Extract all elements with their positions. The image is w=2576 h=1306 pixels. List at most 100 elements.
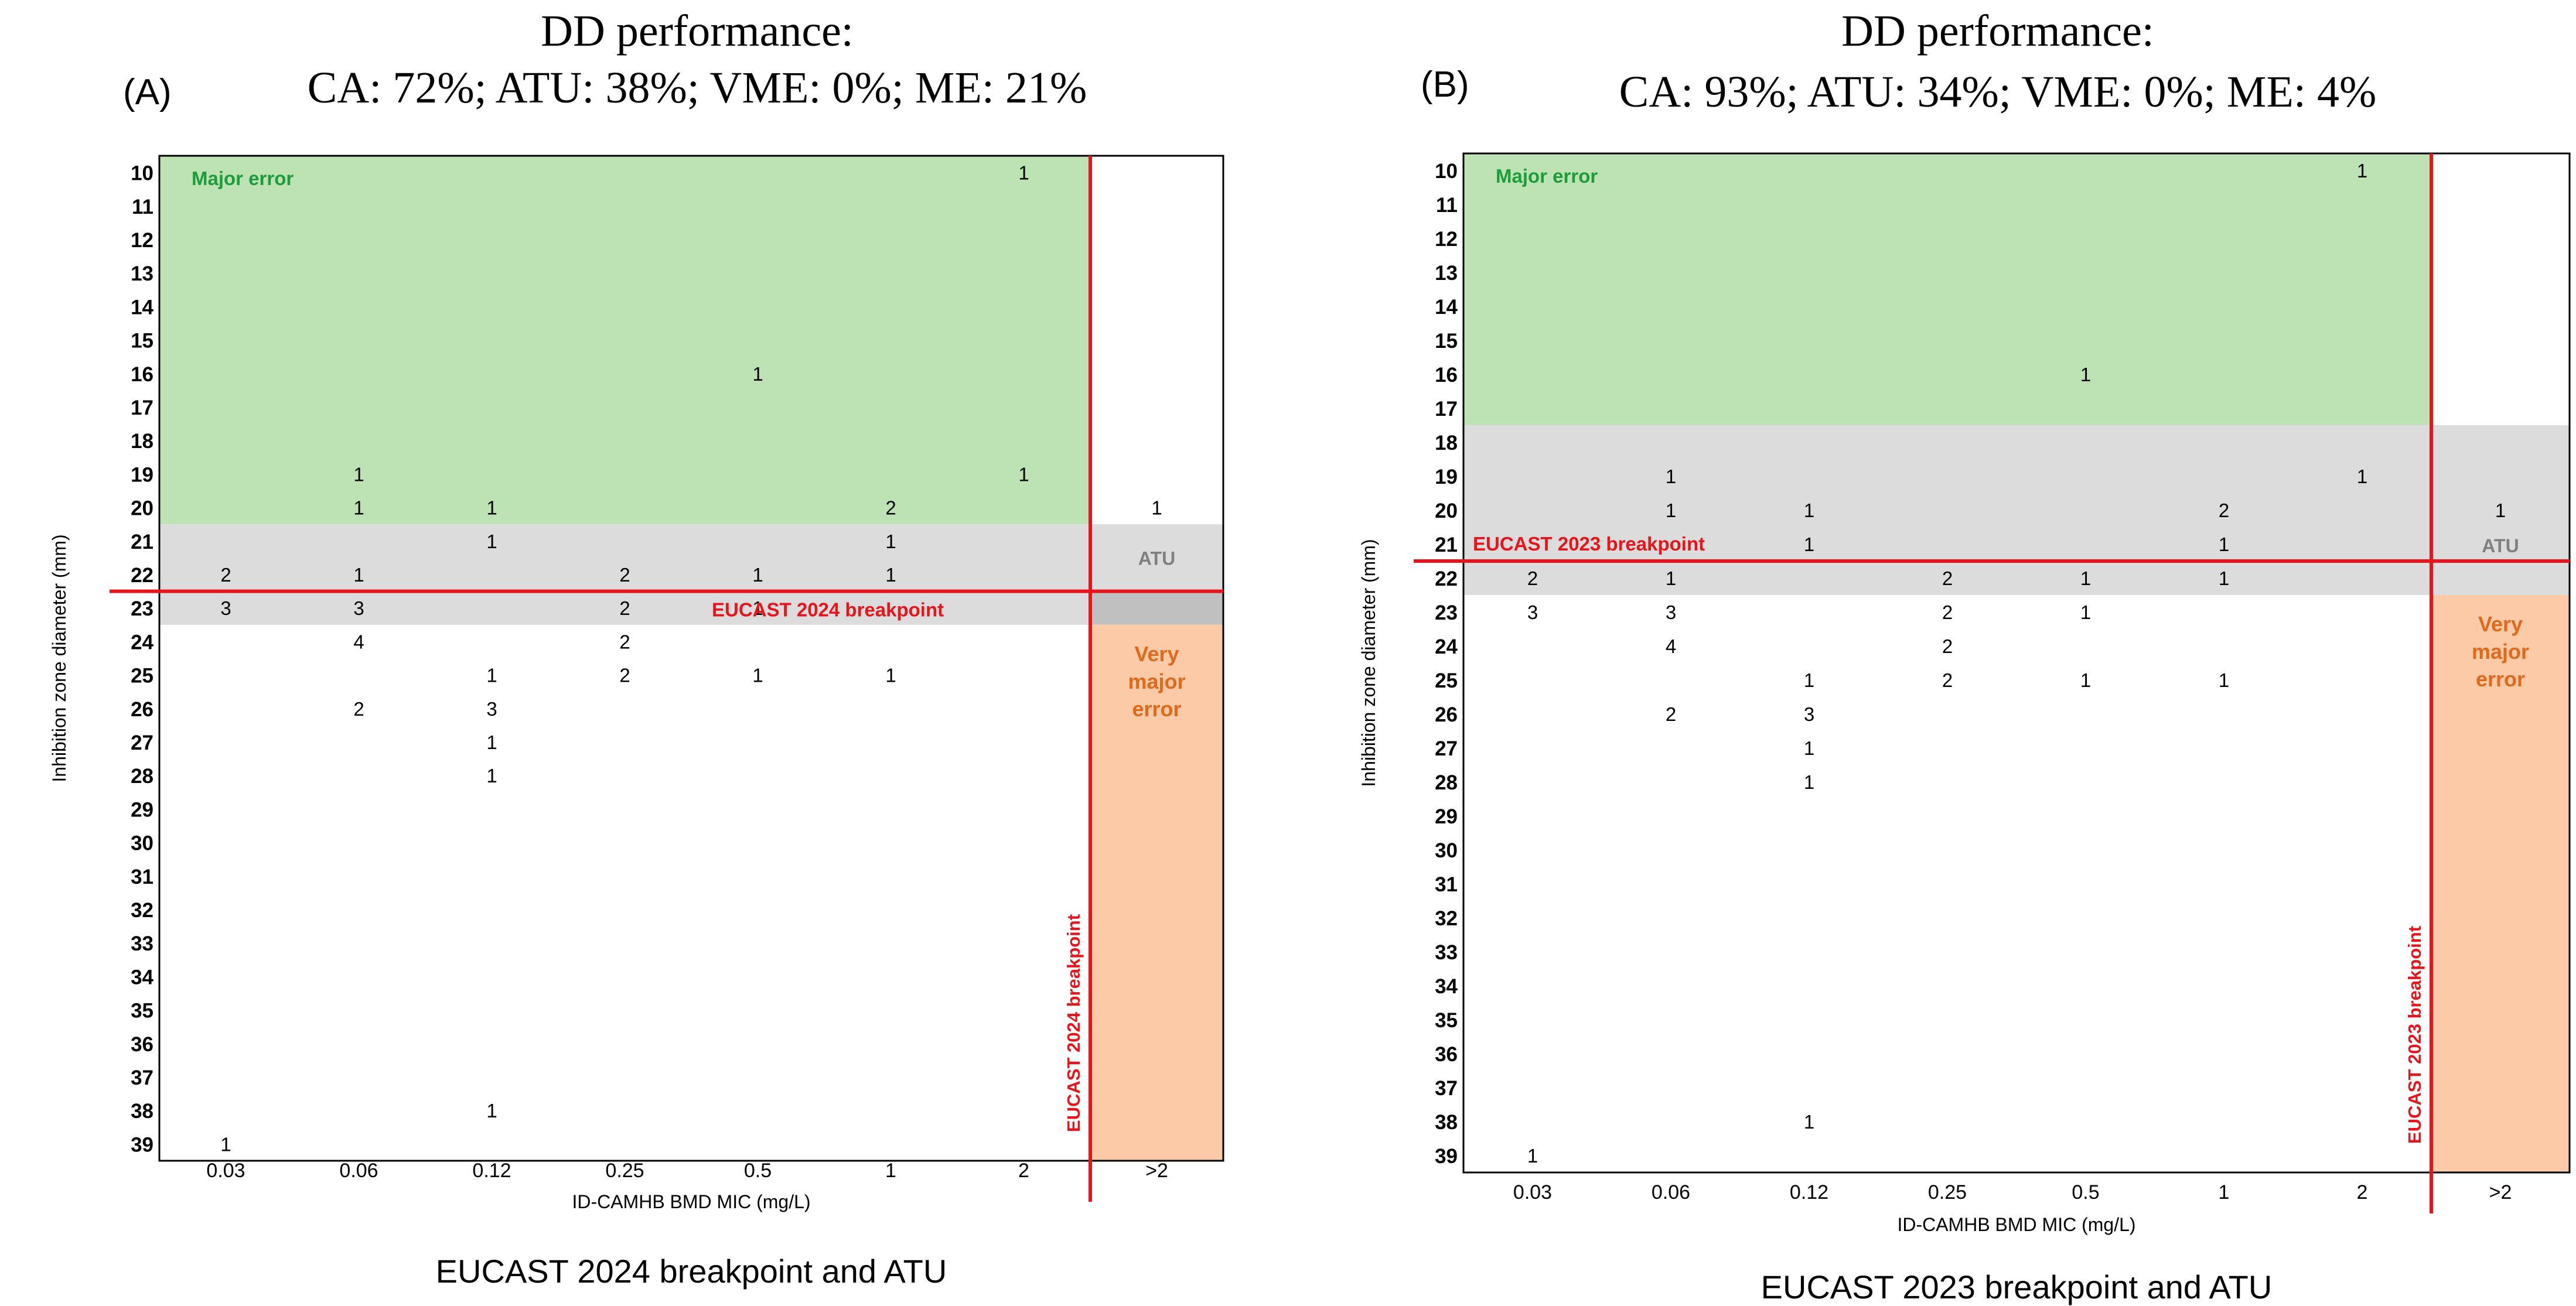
x-tick-label: 2 — [1018, 1160, 1029, 1182]
very-major-error-region — [1090, 624, 1223, 1161]
count-mark: 1 — [1018, 162, 1029, 184]
y-axis-label: Inhibition zone diameter (mm) — [1358, 539, 1379, 787]
y-tick-label: 26 — [1435, 703, 1458, 726]
count-mark: 3 — [486, 698, 497, 720]
y-tick-label: 27 — [1435, 737, 1458, 760]
count-mark: 2 — [1527, 567, 1538, 589]
y-tick-label: 27 — [131, 731, 153, 754]
count-mark: 1 — [2080, 669, 2091, 691]
y-tick-label: 16 — [1435, 364, 1458, 387]
count-mark: 1 — [752, 665, 763, 686]
y-tick-label: 16 — [131, 363, 153, 386]
panel-label: (B) — [1421, 64, 1469, 105]
count-mark: 3 — [1527, 601, 1538, 623]
panel-caption: EUCAST 2023 breakpoint and ATU — [1761, 1269, 2273, 1305]
count-mark: 1 — [1804, 771, 1814, 793]
major-error-label: Major error — [192, 167, 294, 189]
very-major-error-label: error — [1132, 697, 1181, 721]
plot-frame — [1462, 152, 2571, 1174]
y-tick-label: 24 — [1435, 635, 1458, 658]
count-mark: 1 — [1151, 497, 1162, 519]
x-tick-label: 0.12 — [472, 1160, 511, 1182]
very-major-error-label: major — [1128, 669, 1185, 693]
x-tick-label: 2 — [2357, 1181, 2368, 1204]
y-tick-label: 13 — [1435, 262, 1458, 285]
count-mark: 1 — [1666, 500, 1676, 521]
y-tick-label: 35 — [131, 1000, 153, 1023]
count-mark: 4 — [1666, 635, 1676, 657]
count-mark: 1 — [2357, 160, 2367, 182]
y-tick-label: 26 — [131, 698, 153, 721]
very-major-error-region — [2431, 595, 2570, 1172]
y-tick-label: 28 — [1435, 771, 1458, 794]
y-tick-label: 39 — [131, 1133, 153, 1156]
y-tick-label: 12 — [1435, 228, 1458, 251]
y-tick-label: 14 — [131, 296, 153, 319]
y-tick-label: 24 — [131, 631, 153, 654]
x-tick-label: 0.06 — [1652, 1181, 1690, 1204]
y-tick-label: 10 — [131, 162, 153, 185]
count-mark: 2 — [619, 631, 630, 652]
count-mark: 2 — [1942, 601, 1953, 623]
y-tick-label: 37 — [1435, 1077, 1458, 1100]
major-error-label: Major error — [1496, 165, 1598, 187]
y-tick-label: 33 — [1435, 941, 1458, 964]
count-mark: 1 — [2219, 534, 2229, 555]
count-mark: 1 — [885, 531, 896, 552]
count-mark: 1 — [1804, 1111, 1814, 1133]
x-tick-label: 1 — [885, 1160, 896, 1182]
x-tick-label: >2 — [1145, 1160, 1168, 1182]
y-tick-label: 15 — [131, 330, 153, 353]
y-tick-label: 30 — [131, 832, 153, 855]
count-mark: 1 — [2219, 669, 2229, 691]
y-tick-label: 17 — [1435, 398, 1458, 420]
y-tick-label: 22 — [131, 564, 153, 587]
count-mark: 4 — [353, 631, 364, 652]
count-mark: 2 — [220, 564, 231, 586]
count-mark: 3 — [353, 597, 364, 619]
count-mark: 3 — [1804, 703, 1814, 725]
y-tick-label: 39 — [1435, 1145, 1458, 1168]
x-tick-label: 0.12 — [1790, 1181, 1828, 1204]
y-tick-label: 21 — [1435, 534, 1458, 556]
y-tick-label: 21 — [131, 531, 153, 553]
panel-label: (A) — [123, 72, 172, 112]
y-tick-label: 10 — [1435, 160, 1458, 183]
y-tick-label: 33 — [131, 932, 153, 955]
count-mark: 1 — [486, 531, 497, 552]
x-tick-label: 0.03 — [1513, 1181, 1552, 1204]
y-tick-label: 11 — [132, 196, 153, 218]
major-error-region — [159, 156, 1090, 525]
major-error-region — [1463, 153, 2431, 425]
count-mark: 2 — [619, 665, 630, 686]
count-mark: 1 — [1666, 567, 1676, 589]
count-mark: 1 — [752, 597, 763, 619]
y-tick-label: 38 — [1435, 1111, 1458, 1134]
count-mark: 2 — [1666, 703, 1676, 725]
y-tick-label: 36 — [131, 1033, 153, 1056]
y-tick-label: 22 — [1435, 567, 1458, 590]
x-tick-label: 0.5 — [744, 1160, 772, 1182]
count-mark: 1 — [752, 363, 763, 385]
y-tick-label: 14 — [1435, 296, 1458, 319]
y-tick-label: 37 — [131, 1066, 153, 1089]
y-tick-label: 20 — [1435, 500, 1458, 522]
breakpoint-mic-label: EUCAST 2024 breakpoint — [1063, 914, 1084, 1132]
atu-region — [1090, 591, 1223, 625]
y-tick-label: 23 — [131, 597, 153, 620]
y-tick-label: 28 — [131, 765, 153, 788]
count-mark: 1 — [353, 463, 364, 485]
y-tick-label: 15 — [1435, 330, 1458, 353]
x-tick-label: 1 — [2219, 1181, 2230, 1204]
y-tick-label: 32 — [131, 899, 153, 922]
x-tick-label: 0.03 — [206, 1160, 245, 1182]
count-mark: 1 — [1018, 463, 1029, 485]
count-mark: 2 — [1942, 669, 1953, 691]
y-tick-label: 38 — [131, 1100, 153, 1123]
count-mark: 1 — [1804, 534, 1814, 555]
atu-region — [1463, 425, 2570, 595]
y-tick-label: 34 — [1435, 975, 1458, 998]
count-mark: 3 — [220, 597, 231, 619]
y-tick-label: 20 — [131, 497, 153, 520]
